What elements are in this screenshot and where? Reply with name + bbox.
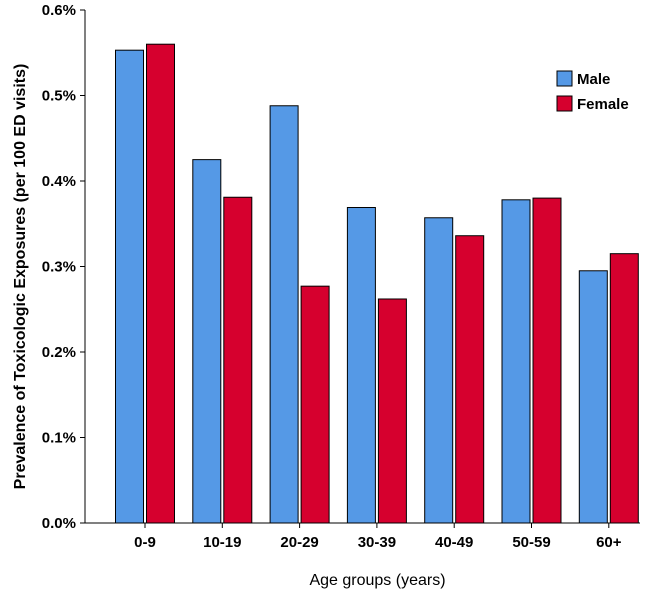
x-tick-label: 30-39 xyxy=(358,534,396,551)
y-axis-title: Prevalence of Toxicologic Exposures (per… xyxy=(12,64,29,490)
y-tick-label: 0.0% xyxy=(42,515,76,532)
y-ticks: 0.0% 0.1% 0.2% 0.3% 0.4% 0.5% 0.6% xyxy=(42,2,85,532)
bar-female-0-9 xyxy=(146,43,175,524)
legend: Male Female xyxy=(556,70,629,113)
bar-male-30-39 xyxy=(346,207,376,524)
bar-female-60+ xyxy=(609,253,639,524)
x-tick-label: 20-29 xyxy=(280,534,318,551)
y-tick-label: 0.6% xyxy=(42,2,76,19)
bar-female-40-49 xyxy=(455,235,485,524)
x-tick-label: 40-49 xyxy=(435,534,473,551)
x-tick-label: 60+ xyxy=(596,534,622,551)
legend-swatch-female xyxy=(556,95,573,112)
x-tick-label: 0-9 xyxy=(134,534,156,551)
bar-male-0-9 xyxy=(115,49,144,524)
legend-swatch-male xyxy=(556,70,573,87)
y-tick-label: 0.3% xyxy=(42,259,76,276)
bars-layer xyxy=(115,43,639,524)
bar-female-20-29 xyxy=(300,285,330,524)
bar-female-50-59 xyxy=(532,197,562,524)
x-tick-label: 10-19 xyxy=(203,534,241,551)
bar-male-40-49 xyxy=(424,217,454,524)
y-tick-label: 0.4% xyxy=(42,173,76,190)
x-ticks: 0-9 10-19 20-29 30-39 40-49 50-59 60+ xyxy=(134,523,622,551)
y-tick-label: 0.2% xyxy=(42,344,76,361)
bar-female-10-19 xyxy=(223,196,253,524)
y-tick-label: 0.1% xyxy=(42,430,76,447)
legend-label-male: Male xyxy=(577,71,610,88)
x-tick-label: 50-59 xyxy=(512,534,550,551)
bar-male-60+ xyxy=(578,270,608,524)
bar-male-50-59 xyxy=(501,199,531,524)
x-axis-title: Age groups (years) xyxy=(309,572,445,589)
y-tick-label: 0.5% xyxy=(42,88,76,105)
legend-label-female: Female xyxy=(577,96,629,113)
bar-female-30-39 xyxy=(377,298,407,524)
bar-male-20-29 xyxy=(269,105,299,524)
bar-male-10-19 xyxy=(192,159,222,524)
